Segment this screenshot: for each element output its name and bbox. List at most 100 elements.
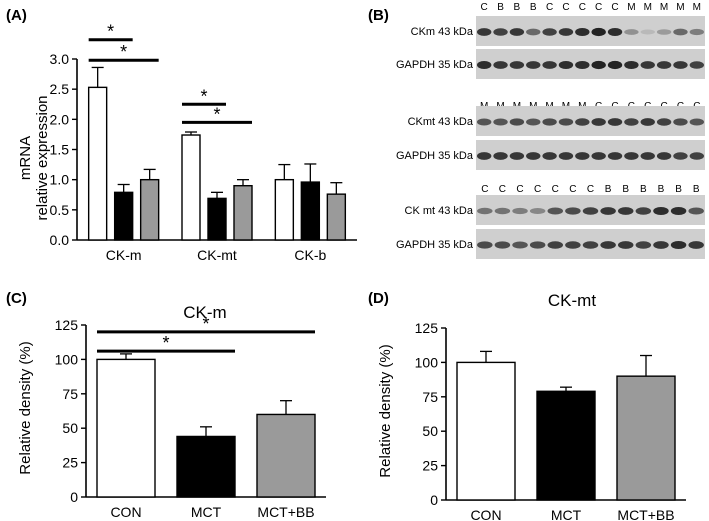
chart-a-bar xyxy=(300,181,321,241)
blot-band xyxy=(477,207,493,215)
chart-a-y-tick-label: 2.0 xyxy=(50,111,70,127)
chart-d-x-tick-label: CON xyxy=(470,507,501,521)
blot-band xyxy=(526,118,541,126)
blot-band xyxy=(547,207,564,215)
blot-band xyxy=(493,118,508,126)
chart-d-y-tick-label: 100 xyxy=(415,354,439,370)
blot-lane-label: M xyxy=(644,2,652,13)
chart-d-y-tick-label: 0 xyxy=(430,492,438,508)
blot-band xyxy=(591,60,606,70)
blot-lane-label: C xyxy=(569,184,576,195)
chart-a-y-tick-label: 3.0 xyxy=(50,51,70,67)
blot-band xyxy=(547,241,564,249)
blot-lane-label: C xyxy=(611,2,618,13)
blot-band xyxy=(509,28,525,36)
chart-a-bar xyxy=(207,197,227,241)
blot-lane-label: C xyxy=(534,184,541,195)
blot-band xyxy=(476,118,492,126)
chart-a-y-tick-label: 0.0 xyxy=(50,232,70,248)
blot-band xyxy=(635,241,652,249)
blot-lane-label: C xyxy=(516,184,523,195)
blot-band xyxy=(526,28,541,36)
chart-d-bar xyxy=(456,361,516,501)
blot-band xyxy=(617,207,634,215)
chart-c-y-tick-label: 75 xyxy=(62,386,78,402)
blot-band xyxy=(640,61,655,69)
blot-lane-label: B xyxy=(605,184,612,195)
blot-band xyxy=(493,152,508,160)
blot-band xyxy=(607,118,623,126)
blot-band xyxy=(477,241,493,249)
chart-d-y-tick-label: 25 xyxy=(422,458,438,474)
chart-a-bar xyxy=(326,193,347,241)
chart-a-y-tick-label: 1.5 xyxy=(50,142,70,158)
blot-band xyxy=(607,28,623,36)
blot-lane-label: C xyxy=(595,2,602,13)
blot-band xyxy=(509,152,525,160)
blot-band xyxy=(653,207,669,215)
chart-c-bar xyxy=(256,413,316,498)
blot-band xyxy=(493,61,508,69)
blot-band xyxy=(558,118,574,126)
chart-c-y-tick-label: 25 xyxy=(62,455,78,471)
blot-band-label: CKm 43 kDa xyxy=(411,26,474,38)
chart-c-significance-bar-asterisk: * xyxy=(162,333,169,353)
blot-band xyxy=(607,60,623,70)
panel-label-d: (D) xyxy=(368,290,389,307)
blot-band xyxy=(575,28,590,36)
chart-a-bar xyxy=(233,184,253,241)
blot-band xyxy=(673,152,688,160)
blot-band xyxy=(542,28,557,36)
chart-a-bar xyxy=(181,134,201,241)
blot-band xyxy=(635,207,652,215)
blot-band xyxy=(512,241,528,249)
chart-d-x-tick-label: MCT xyxy=(551,507,582,521)
blot-band xyxy=(529,241,546,249)
blot-lane-label: B xyxy=(693,184,700,195)
blot-band xyxy=(600,241,616,249)
blot-band xyxy=(542,152,557,160)
blot-band xyxy=(689,61,705,69)
blot-band xyxy=(673,61,688,69)
blot-lane-label: C xyxy=(562,2,569,13)
blot-lane-label: B xyxy=(640,184,647,195)
blot-band xyxy=(542,61,557,69)
chart-d-ylabel: Relative density (%) xyxy=(377,344,394,477)
blot-lane-label: C xyxy=(481,184,488,195)
blot-band xyxy=(689,118,705,126)
chart-a-x-tick-label: CK-m xyxy=(106,247,142,263)
chart-a-y-tick-label: 1.0 xyxy=(50,172,70,188)
chart-a-significance-bar-asterisk: * xyxy=(213,104,220,124)
chart-a: 0.0 0.5 1.0 1.5 2.0 2.5 3.0 CK-m * * CK-mt * * CK-b xyxy=(50,22,357,263)
chart-d-y-tick-label: 50 xyxy=(422,423,438,439)
chart-c-significance-bar-asterisk: * xyxy=(202,314,209,334)
chart-c-bar xyxy=(176,435,236,498)
blot-band xyxy=(640,152,655,160)
chart-d-x-tick-label: MCT+BB xyxy=(617,507,674,521)
blot-band xyxy=(656,118,672,126)
blot-band xyxy=(494,207,511,215)
blot-band xyxy=(494,241,511,249)
chart-a-bar xyxy=(139,178,160,241)
chart-c-bar xyxy=(96,358,156,498)
blot-band xyxy=(688,241,704,249)
chart-c-y-tick-label: 125 xyxy=(55,317,79,333)
blot-band xyxy=(688,207,704,215)
blot-band xyxy=(582,241,599,249)
blot-band xyxy=(509,61,525,69)
blot-band xyxy=(656,61,672,69)
blot-band xyxy=(624,118,639,126)
blot-band xyxy=(607,152,623,160)
blot-band xyxy=(558,28,574,36)
blot-band-label: GAPDH 35 kDa xyxy=(396,59,474,71)
blot-band xyxy=(558,152,574,160)
blot-lane-label: C xyxy=(552,184,559,195)
chart-a-bar xyxy=(274,178,295,241)
chart-a-ylabel-line1: mRNA xyxy=(17,136,34,180)
blot-band xyxy=(558,61,574,69)
blot-band xyxy=(624,61,639,69)
blot-band xyxy=(476,61,492,69)
blot-lane-label: B xyxy=(658,184,665,195)
chart-d-title: CK-mt xyxy=(548,291,596,310)
